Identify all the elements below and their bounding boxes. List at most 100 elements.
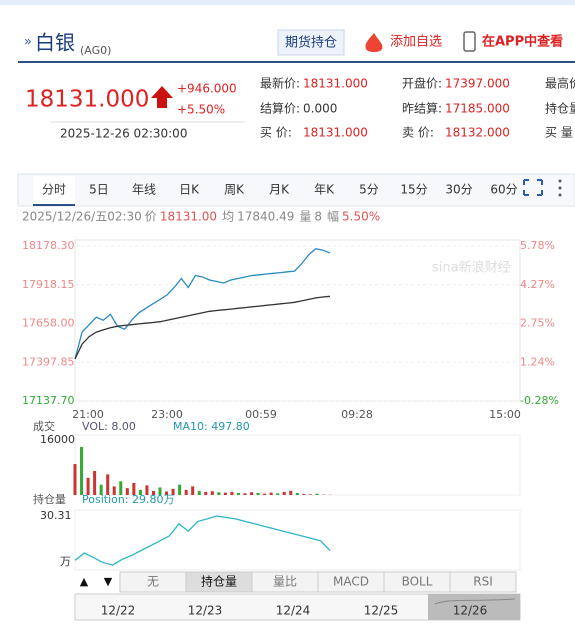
y-tick-label: 17918.15: [22, 278, 75, 291]
position-line: [74, 515, 331, 566]
holding-button[interactable]: [277, 29, 345, 56]
tab-selected-bg: [33, 176, 75, 206]
volume-bar: [276, 493, 280, 495]
info-label: 均: [222, 210, 234, 224]
field-value: 18131.000: [303, 126, 368, 140]
field-label: 最高价: [545, 76, 575, 91]
top-strip: [0, 0, 575, 5]
volume-bar: [80, 446, 84, 495]
time-label: 15:00: [489, 408, 521, 421]
tab[interactable]: 5日: [89, 183, 109, 197]
volume-bar: [112, 486, 116, 495]
info-value: 18131.00: [160, 210, 217, 224]
volume-bar: [125, 488, 129, 495]
field-value: 18132.000: [445, 126, 510, 140]
field-value: 17397.000: [445, 77, 510, 91]
tab[interactable]: 60分: [490, 183, 517, 197]
time-label: 23:00: [151, 408, 183, 421]
volume-bar: [243, 493, 247, 495]
volume-bar: [210, 491, 214, 495]
tab[interactable]: 5分: [359, 183, 379, 197]
tab[interactable]: 周K: [224, 183, 245, 197]
pct-tick-label: 4.27%: [520, 278, 555, 291]
tab[interactable]: 年K: [314, 183, 335, 197]
volume-bar: [138, 489, 142, 495]
volume-bar: [73, 464, 77, 495]
volume-bar: [197, 490, 201, 495]
indicator-tab[interactable]: [449, 571, 517, 593]
volume-bar: [158, 487, 162, 495]
volume-bar: [191, 486, 195, 495]
field-label: 买 量: [545, 126, 573, 140]
change-pct: +5.50%: [177, 103, 225, 117]
more-icon[interactable]: [558, 179, 562, 197]
field-label: 开盘价:: [402, 76, 442, 91]
tab[interactable]: 15分: [400, 183, 427, 197]
volume-bar: [236, 492, 240, 495]
pct-tick-label: 1.24%: [520, 355, 555, 368]
tab[interactable]: 月K: [269, 183, 290, 197]
pct-tick-label: -0.28%: [520, 394, 559, 407]
indicator-label[interactable]: 量比: [273, 575, 297, 589]
info-value: 8: [314, 210, 322, 224]
tab[interactable]: 年线: [132, 183, 156, 197]
field-label: 结算价:: [260, 101, 300, 116]
position-frame: [74, 509, 521, 571]
tab[interactable]: 日K: [179, 183, 200, 197]
volume-bar: [119, 481, 123, 495]
avg-line: [74, 295, 331, 360]
y-tick-label: 17658.00: [22, 317, 75, 330]
indicator-label[interactable]: BOLL: [402, 575, 433, 589]
volume-bar: [250, 492, 254, 495]
tab[interactable]: 30分: [445, 183, 472, 197]
volume-bar: [99, 484, 103, 495]
volume-bar: [269, 492, 273, 495]
date-label: 12/24: [276, 604, 311, 618]
change: +946.000: [177, 82, 237, 96]
volume-bar: [256, 492, 260, 495]
timeline-window[interactable]: [428, 594, 520, 620]
volume-bar: [204, 491, 208, 495]
code: (AG0): [80, 44, 111, 57]
date-label: 12/22: [101, 604, 136, 618]
info-label: 量: [299, 210, 311, 224]
position-unit: 万: [60, 555, 71, 568]
indicator-label[interactable]: RSI: [473, 575, 493, 589]
field-label: 昨结算:: [402, 101, 442, 116]
time-label: 00:59: [245, 408, 277, 421]
indicator-label[interactable]: MACD: [333, 575, 369, 589]
volume-bar: [184, 489, 188, 495]
fullscreen-icon[interactable]: [523, 179, 543, 196]
volume-tick: 16000: [40, 433, 75, 446]
price-line: [74, 247, 331, 360]
price: 18131.000: [25, 87, 149, 113]
info-value: 5.50%: [342, 210, 380, 224]
holding-button-label[interactable]: 期货持仓: [285, 35, 337, 51]
volume-label: 成交: [33, 419, 55, 433]
arrow-button[interactable]: ▼: [104, 575, 113, 588]
volume-bar: [308, 494, 312, 495]
indicator-label[interactable]: 持仓量: [201, 574, 237, 589]
field-label: 最新价:: [260, 76, 300, 91]
add-watch[interactable]: 添加自选: [390, 35, 442, 50]
indicator-label[interactable]: 无: [147, 575, 159, 589]
date-label: 12/26: [453, 604, 488, 618]
date-label: 12/23: [188, 604, 223, 618]
arrow-button[interactable]: ▲: [80, 575, 89, 588]
app-link[interactable]: 在APP中查看: [482, 34, 563, 50]
volume-bar: [151, 490, 155, 495]
date-label: 12/25: [364, 604, 399, 618]
volume-bar: [171, 488, 175, 495]
field-label: 卖 价:: [402, 126, 434, 140]
time-label: 09:28: [341, 408, 373, 421]
volume-ma: MA10: 497.80: [173, 420, 250, 433]
position-text: Position: 29.80万: [82, 493, 175, 506]
info-label: 幅: [327, 209, 339, 224]
tab[interactable]: 分时: [42, 183, 66, 197]
field-value: 17185.000: [445, 102, 510, 116]
volume-bar: [178, 484, 182, 495]
position-label: 持仓量: [33, 492, 66, 506]
up-arrow: [151, 86, 173, 108]
